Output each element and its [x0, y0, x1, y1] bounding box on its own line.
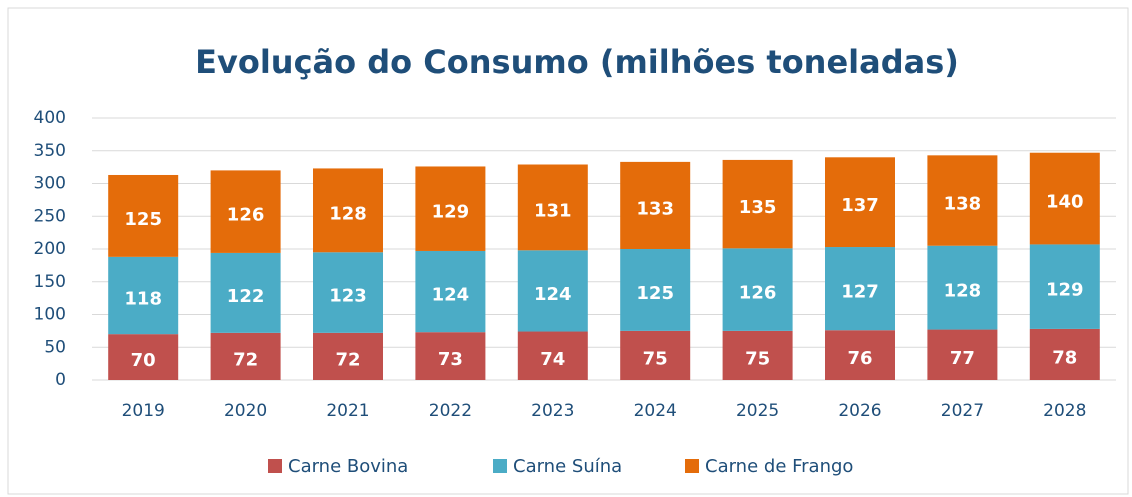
bar-segment	[415, 332, 486, 380]
bar-segment	[620, 330, 691, 380]
data-label: 126	[227, 205, 265, 226]
bar-segment	[313, 252, 383, 333]
data-label: 129	[432, 202, 470, 223]
bar-segment	[108, 256, 179, 335]
bar-segment	[927, 155, 998, 246]
bar-segment	[517, 164, 588, 251]
data-label: 127	[841, 282, 879, 303]
bar-segment	[1029, 328, 1100, 380]
data-label: 78	[1052, 347, 1077, 368]
bar-segment	[210, 252, 281, 333]
data-label: 72	[233, 349, 258, 370]
bar-segment	[722, 330, 793, 380]
data-label: 126	[739, 283, 777, 304]
data-label: 128	[944, 281, 982, 302]
y-tick-label: 200	[34, 239, 66, 259]
data-label: 75	[643, 348, 668, 369]
bar-segment	[620, 249, 691, 331]
data-label: 124	[432, 285, 470, 306]
data-label: 122	[227, 286, 265, 307]
bar-segment	[927, 245, 998, 330]
bar-segment	[313, 168, 383, 253]
x-tick-label: 2025	[736, 401, 779, 421]
bar-segment	[825, 330, 895, 380]
data-label: 76	[847, 348, 872, 369]
x-tick-label: 2026	[838, 401, 881, 421]
data-label: 124	[534, 284, 572, 305]
y-tick-label: 0	[55, 370, 66, 390]
bar-segment	[517, 250, 588, 332]
y-tick-label: 150	[34, 272, 66, 292]
bar-segment	[210, 332, 281, 380]
x-tick-label: 2028	[1043, 401, 1086, 421]
bar-segment	[722, 159, 793, 249]
y-tick-label: 100	[34, 305, 66, 325]
data-label: 133	[636, 198, 674, 219]
data-label: 137	[841, 195, 879, 216]
data-label: 75	[745, 348, 770, 369]
bar-segment	[927, 329, 998, 380]
data-label: 135	[739, 197, 777, 218]
bar-segment	[210, 170, 281, 253]
x-tick-label: 2024	[634, 401, 677, 421]
x-tick-label: 2020	[224, 401, 267, 421]
x-tick-label: 2019	[122, 401, 165, 421]
data-label: 77	[950, 348, 975, 369]
legend-swatch	[268, 459, 282, 473]
legend-swatch	[685, 459, 699, 473]
bar-segment	[517, 331, 588, 380]
bar-segment	[1029, 244, 1100, 329]
x-tick-label: 2021	[326, 401, 369, 421]
data-label: 125	[636, 283, 674, 304]
y-tick-label: 400	[34, 108, 66, 128]
data-label: 72	[335, 349, 360, 370]
bar-segment	[722, 248, 793, 331]
legend-label: Carne de Frango	[705, 456, 853, 477]
data-label: 118	[124, 289, 162, 310]
legend-label: Carne Suína	[513, 456, 622, 477]
bar-segment	[415, 250, 486, 333]
y-tick-label: 50	[44, 337, 66, 357]
x-tick-label: 2022	[429, 401, 472, 421]
legend-label: Carne Bovina	[288, 456, 408, 477]
data-label: 125	[124, 209, 162, 230]
bar-segment	[108, 334, 179, 380]
legend-swatch	[493, 459, 507, 473]
data-label: 73	[438, 349, 463, 370]
data-label: 138	[944, 194, 982, 215]
data-label: 128	[329, 203, 367, 224]
y-tick-label: 350	[34, 141, 66, 161]
x-tick-label: 2023	[531, 401, 574, 421]
bar-segment	[825, 247, 895, 331]
chart-title: Evolução do Consumo (milhões toneladas)	[195, 43, 959, 81]
bar-segment	[313, 332, 383, 380]
y-tick-label: 250	[34, 206, 66, 226]
data-label: 70	[131, 350, 156, 371]
data-label: 74	[540, 349, 565, 370]
data-label: 140	[1046, 192, 1084, 213]
data-label: 131	[534, 200, 572, 221]
bar-segment	[415, 166, 486, 251]
bar-segment	[1029, 152, 1100, 245]
bar-segment	[825, 157, 895, 248]
x-tick-label: 2027	[941, 401, 984, 421]
data-label: 123	[329, 286, 367, 307]
data-label: 129	[1046, 280, 1084, 301]
bar-segment	[620, 161, 691, 249]
y-tick-label: 300	[34, 174, 66, 194]
bar-segment	[108, 174, 179, 257]
